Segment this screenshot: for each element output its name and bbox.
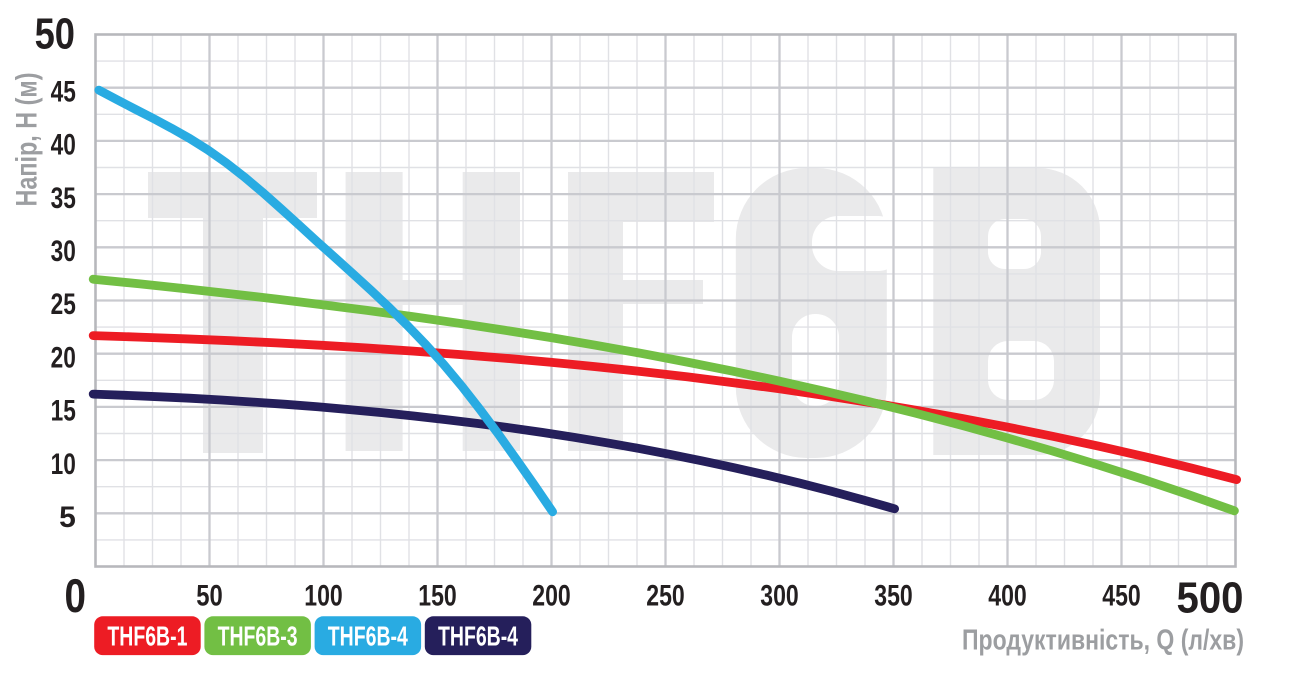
- svg-text:25: 25: [51, 288, 76, 321]
- svg-text:Напір, H (м): Напір, H (м): [11, 73, 44, 207]
- svg-text:20: 20: [51, 341, 76, 374]
- svg-text:THF6B-1: THF6B-1: [107, 620, 187, 651]
- svg-text:35: 35: [51, 182, 76, 215]
- svg-text:100: 100: [304, 580, 343, 613]
- svg-text:450: 450: [1102, 580, 1141, 613]
- svg-text:300: 300: [760, 580, 799, 613]
- svg-text:400: 400: [988, 580, 1027, 613]
- svg-text:5: 5: [59, 501, 76, 534]
- svg-text:50: 50: [196, 580, 223, 613]
- svg-text:10: 10: [51, 448, 76, 481]
- svg-text:THF6B-4: THF6B-4: [438, 620, 518, 651]
- svg-text:15: 15: [51, 395, 76, 428]
- svg-text:350: 350: [874, 580, 913, 613]
- svg-text:150: 150: [418, 580, 457, 613]
- svg-text:0: 0: [65, 569, 87, 622]
- svg-text:THF6B-4: THF6B-4: [328, 620, 408, 651]
- svg-text:Продуктивність, Q (л/хв): Продуктивність, Q (л/хв): [962, 624, 1244, 656]
- svg-text:30: 30: [51, 235, 76, 268]
- svg-text:50: 50: [35, 10, 75, 59]
- svg-text:500: 500: [1177, 574, 1244, 623]
- svg-text:THF6B-3: THF6B-3: [218, 620, 298, 651]
- svg-text:40: 40: [51, 129, 76, 162]
- svg-text:45: 45: [51, 75, 76, 108]
- svg-text:200: 200: [532, 580, 571, 613]
- svg-text:250: 250: [646, 580, 685, 613]
